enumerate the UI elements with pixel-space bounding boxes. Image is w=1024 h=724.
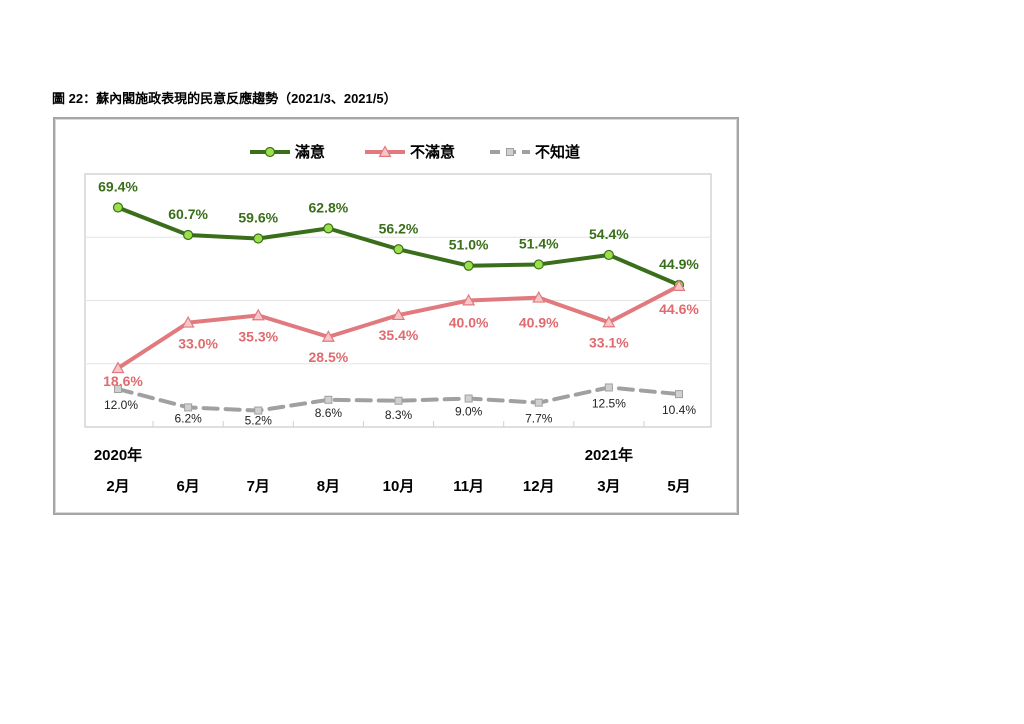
data-label: 40.0% bbox=[449, 315, 489, 331]
data-point bbox=[463, 260, 474, 271]
x-tick-label: 8月 bbox=[317, 478, 340, 495]
x-tick-label: 7月 bbox=[247, 478, 270, 495]
data-label: 62.8% bbox=[309, 199, 349, 215]
data-point bbox=[321, 330, 335, 342]
data-label: 5.2% bbox=[245, 414, 273, 428]
data-label: 35.4% bbox=[379, 327, 419, 343]
data-point bbox=[462, 293, 476, 306]
data-point bbox=[603, 249, 614, 261]
data-label: 51.4% bbox=[519, 235, 559, 251]
data-point bbox=[323, 223, 334, 234]
data-label: 8.6% bbox=[315, 406, 343, 420]
data-point bbox=[184, 403, 193, 412]
figure-caption: 圖 22：蘇內閣施政表現的民意反應趨勢（2021/3、2021/5） bbox=[52, 91, 397, 106]
data-point bbox=[324, 395, 333, 404]
data-point bbox=[532, 290, 546, 303]
data-label: 44.9% bbox=[659, 256, 699, 272]
data-point bbox=[114, 385, 122, 394]
data-point bbox=[254, 406, 263, 415]
data-label: 69.4% bbox=[98, 179, 138, 195]
data-point bbox=[534, 398, 543, 407]
data-label: 60.7% bbox=[168, 206, 208, 222]
data-point bbox=[604, 383, 613, 392]
data-label: 40.9% bbox=[519, 315, 559, 331]
x-tick-label: 2月 bbox=[106, 478, 129, 495]
legend-marker bbox=[506, 148, 514, 156]
series-line-3 bbox=[116, 385, 681, 413]
data-point bbox=[533, 259, 544, 270]
legend-marker bbox=[378, 145, 392, 158]
data-label: 33.1% bbox=[589, 334, 629, 350]
data-point bbox=[111, 361, 125, 374]
data-label: 10.4% bbox=[662, 403, 696, 417]
data-label: 56.2% bbox=[379, 220, 419, 236]
x-tick-label: 6月 bbox=[176, 478, 199, 495]
data-point bbox=[391, 308, 406, 321]
x-tick-label: 12月 bbox=[523, 478, 555, 495]
year-label: 2021年 bbox=[585, 446, 633, 464]
data-point bbox=[251, 308, 265, 321]
data-point bbox=[181, 315, 195, 328]
data-point bbox=[253, 233, 264, 244]
chart-frame: 69.4% 60.7% 59.6% 62.8% 56.2% 51.0% 51.4% 54.4%… bbox=[53, 117, 739, 515]
x-tick-label: 10月 bbox=[383, 478, 415, 495]
year-label: 2020年 bbox=[94, 446, 142, 464]
data-label: 18.6% bbox=[103, 373, 143, 389]
data-label: 35.3% bbox=[238, 328, 278, 344]
data-label: 9.0% bbox=[455, 405, 483, 419]
x-tick-label: 3月 bbox=[597, 478, 620, 495]
data-point bbox=[393, 244, 404, 255]
data-point bbox=[394, 396, 403, 405]
data-label: 51.0% bbox=[449, 237, 489, 253]
data-label: 59.6% bbox=[238, 210, 278, 226]
data-label: 8.3% bbox=[385, 408, 413, 422]
data-label: 12.0% bbox=[104, 398, 138, 412]
data-point bbox=[464, 394, 473, 403]
data-label: 33.0% bbox=[178, 336, 218, 352]
data-label: 28.5% bbox=[309, 349, 349, 365]
data-point bbox=[112, 202, 124, 213]
legend-marker bbox=[264, 146, 276, 158]
data-label: 44.6% bbox=[659, 301, 699, 317]
legend-label: 不知道 bbox=[535, 143, 580, 161]
data-label: 54.4% bbox=[589, 226, 629, 242]
data-label: 7.7% bbox=[525, 412, 553, 426]
line-chart: 69.4% 60.7% 59.6% 62.8% 56.2% 51.0% 51.4% 54.4%… bbox=[84, 143, 712, 495]
data-point bbox=[602, 315, 616, 328]
data-point bbox=[675, 390, 683, 399]
legend-label: 不滿意 bbox=[410, 143, 455, 161]
legend-label: 滿意 bbox=[295, 143, 325, 161]
data-label: 6.2% bbox=[174, 411, 202, 425]
x-tick-label: 5月 bbox=[667, 478, 690, 495]
data-point bbox=[183, 229, 194, 241]
data-point bbox=[672, 279, 686, 291]
x-tick-label: 11月 bbox=[453, 478, 484, 495]
data-label: 12.5% bbox=[592, 396, 626, 410]
